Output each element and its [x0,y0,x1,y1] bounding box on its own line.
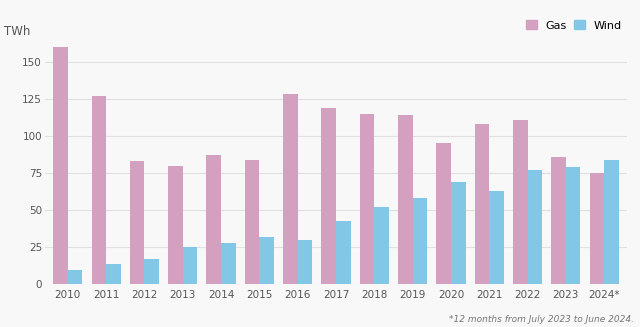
Bar [413,198,427,284]
Bar [451,182,465,284]
Bar [283,94,298,284]
Bar [489,191,504,284]
Bar [436,143,451,284]
Bar [168,165,183,284]
Bar [183,247,197,284]
Bar [321,108,336,284]
Bar [298,240,312,284]
Bar [604,160,619,284]
Bar [245,160,259,284]
Bar [259,237,274,284]
Bar [551,157,566,284]
Bar [221,243,236,284]
Bar [566,167,580,284]
Text: *12 months from July 2023 to June 2024.: *12 months from July 2023 to June 2024. [449,315,634,324]
Bar [106,264,121,284]
Legend: Gas, Wind: Gas, Wind [521,16,626,35]
Bar [145,259,159,284]
Bar [53,47,68,284]
Bar [360,113,374,284]
Text: TWh: TWh [4,25,31,38]
Bar [68,270,83,284]
Bar [374,207,389,284]
Bar [92,96,106,284]
Bar [336,221,351,284]
Bar [475,124,489,284]
Bar [513,119,527,284]
Bar [589,173,604,284]
Bar [130,161,145,284]
Bar [398,115,413,284]
Bar [527,170,542,284]
Bar [207,155,221,284]
